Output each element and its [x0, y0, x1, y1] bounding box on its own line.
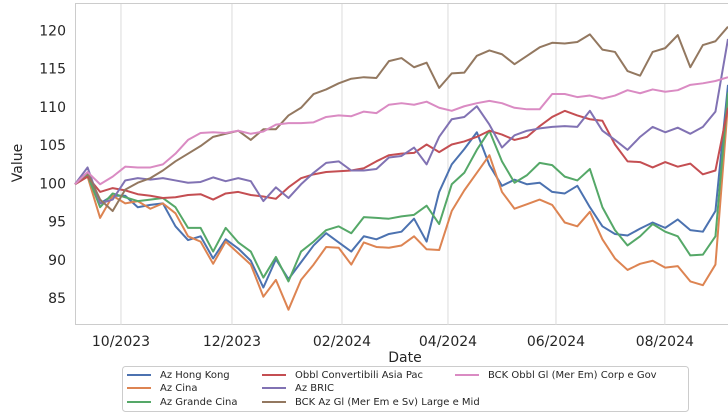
y-tick-label: 110 [39, 100, 66, 116]
legend-label: BCK Obbl Gl (Mer Em) Corp e Gov [488, 370, 657, 381]
legend-label: BCK Az Gl (Mer Em e Sv) Large e Mid [295, 397, 480, 408]
y-tick-label: 120 [39, 23, 66, 39]
y-tick-label: 90 [48, 253, 66, 269]
legend-label: Az BRIC [295, 383, 334, 394]
x-tick-label: 02/2024 [313, 334, 371, 350]
x-tick-label: 06/2024 [527, 334, 585, 350]
y-tick-label: 85 [48, 291, 66, 307]
legend-label: Az Cina [160, 383, 198, 394]
legend-label: Az Hong Kong [160, 370, 230, 381]
y-tick-label: 105 [39, 138, 66, 154]
legend-label: Az Grande Cina [160, 397, 238, 408]
x-axis-label: Date [388, 350, 421, 366]
y-tick-label: 115 [39, 62, 66, 78]
x-tick-label: 12/2023 [203, 334, 261, 350]
x-tick-label: 08/2024 [636, 334, 694, 350]
y-tick-label: 95 [48, 215, 66, 231]
x-tick-label: 10/2023 [92, 334, 150, 350]
x-tick-label: 04/2024 [419, 334, 477, 350]
y-tick-label: 100 [39, 176, 66, 192]
y-axis-label: Value [10, 144, 26, 182]
legend-label: Obbl Convertibili Asia Pac [295, 370, 423, 381]
